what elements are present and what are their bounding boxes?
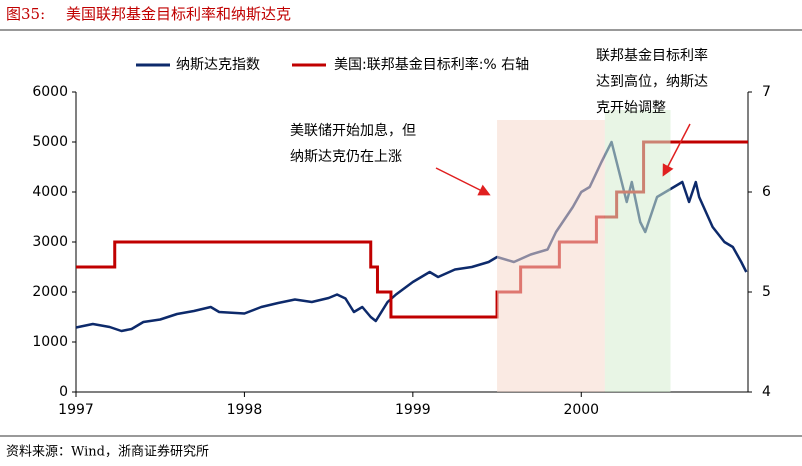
x-tick-label: 1997 <box>58 402 94 418</box>
y-tick-label: 2000 <box>32 284 68 300</box>
y-tick-label: 4000 <box>32 184 68 200</box>
y-tick-label: 0 <box>59 384 68 400</box>
annotation: 美联储开始加息，但 <box>290 122 416 139</box>
y2-tick-label: 7 <box>762 84 771 100</box>
figure-label: 图35: <box>6 5 45 23</box>
y-tick-label: 3000 <box>32 234 68 250</box>
y-tick-label: 6000 <box>32 84 68 100</box>
annotation: 达到高位，纳斯达 <box>596 73 708 90</box>
annotation: 克开始调整 <box>596 100 666 116</box>
x-tick-label: 1998 <box>227 402 263 418</box>
y2-tick-label: 5 <box>762 284 771 300</box>
annotation: 纳斯达克仍在上涨 <box>290 149 402 165</box>
source: 资料来源：Wind，浙商证券研究所 <box>6 444 209 460</box>
y2-tick-label: 6 <box>762 184 771 200</box>
annotation: 联邦基金目标利率 <box>596 47 708 64</box>
legend-label: 纳斯达克指数 <box>176 57 260 73</box>
annotation-arrow <box>662 123 691 177</box>
shaded-period <box>604 110 671 392</box>
x-tick-label: 2000 <box>563 402 599 418</box>
y-tick-label: 5000 <box>32 134 68 150</box>
shaded-period <box>497 120 605 392</box>
legend-label: 美国:联邦基金目标利率:% 右轴 <box>334 56 529 73</box>
chart-title: 美国联邦基金目标利率和纳斯达克 <box>66 5 291 23</box>
y2-tick-label: 4 <box>762 384 771 400</box>
y-tick-label: 1000 <box>32 334 68 350</box>
x-tick-label: 1999 <box>395 402 431 418</box>
annotation-arrow <box>435 167 491 196</box>
